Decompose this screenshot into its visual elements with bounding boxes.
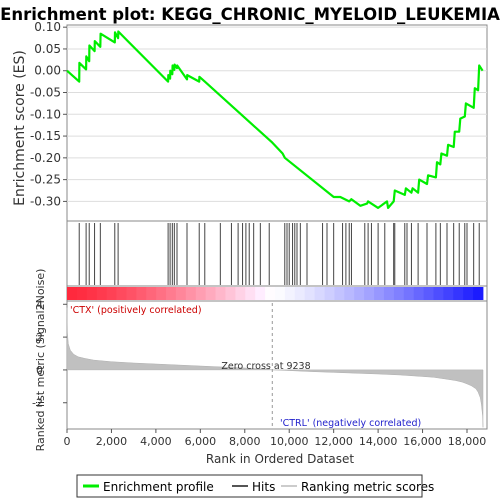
rank-color-segment xyxy=(463,287,474,300)
rank-color-segment xyxy=(334,287,345,300)
rank-color-segment xyxy=(146,287,157,300)
legend-enrichment-label: Enrichment profile xyxy=(103,480,214,494)
rank-color-segment xyxy=(76,287,88,300)
rank-color-segment xyxy=(393,287,405,300)
x-tick-label: 10,000 xyxy=(270,435,309,448)
x-tick-label: 16,000 xyxy=(403,435,442,448)
rank-color-segment xyxy=(403,287,415,300)
x-tick-label: 8,000 xyxy=(229,435,261,448)
es-y-tick-label: 0.05 xyxy=(34,42,61,56)
rank-color-segment xyxy=(245,287,256,300)
x-tick-label: 0 xyxy=(64,435,71,448)
hits-panel xyxy=(66,220,488,287)
zero-cross-label: Zero cross at 9238 xyxy=(221,361,310,372)
es-y-tick-label: -0.25 xyxy=(30,173,61,187)
rank-color-segment xyxy=(255,287,266,300)
rank-color-segment xyxy=(265,287,276,300)
rank-color-segment xyxy=(383,287,395,300)
rank-color-segment xyxy=(195,287,207,300)
es-y-tick-label: -0.10 xyxy=(30,107,61,121)
rank-color-segment xyxy=(225,287,236,300)
rank-color-segment xyxy=(443,287,454,300)
x-tick-label: 14,000 xyxy=(359,435,398,448)
x-tick-label: 12,000 xyxy=(314,435,353,448)
rank-color-segment xyxy=(275,287,286,300)
rank-color-segment xyxy=(67,287,78,300)
es-panel xyxy=(66,24,488,222)
rank-color-segment xyxy=(126,287,137,300)
rank-color-segment xyxy=(413,287,424,300)
es-y-axis-label: Enrichment score (ES) xyxy=(12,50,28,206)
chart-title: Enrichment plot: KEGG_CHRONIC_MYELOID_LE… xyxy=(0,5,500,24)
rank-color-segment xyxy=(116,287,127,300)
rank-color-segment xyxy=(364,287,375,300)
rank-color-segment xyxy=(106,287,117,300)
metric-y-axis-label: Ranked list metric (Signal2Noise) xyxy=(34,269,47,452)
x-axis-label: Rank in Ordered Dataset xyxy=(206,452,354,466)
es-y-tick-label: -0.05 xyxy=(30,86,61,100)
x-tick-label: 6,000 xyxy=(185,435,217,448)
metric-y-tick-label: 2 xyxy=(36,331,43,344)
neg-correlated-label: 'CTRL' (negatively correlated) xyxy=(280,418,421,429)
rank-color-segment xyxy=(423,287,434,300)
x-tick-label: 4,000 xyxy=(140,435,172,448)
rank-color-segment xyxy=(86,287,98,300)
rank-color-segment xyxy=(324,287,335,300)
es-y-tick-label: 0.10 xyxy=(34,20,61,34)
rank-color-segment xyxy=(354,287,365,300)
legend-ranking-label: Ranking metric scores xyxy=(301,480,434,494)
rank-color-segment xyxy=(215,287,226,300)
rank-color-segment xyxy=(185,287,197,300)
rank-color-segment xyxy=(344,287,355,300)
rank-color-segment xyxy=(96,287,108,300)
legend-hits-label: Hits xyxy=(252,480,275,494)
rank-color-segment xyxy=(314,287,325,300)
legend-box xyxy=(76,474,423,498)
rank-color-segment xyxy=(136,287,147,300)
x-tick-label: 2,000 xyxy=(96,435,128,448)
rank-color-segment xyxy=(166,287,177,300)
rank-color-segment xyxy=(453,287,464,300)
es-y-tick-label: -0.30 xyxy=(30,194,61,208)
es-y-tick-label: -0.15 xyxy=(30,129,61,143)
rank-color-segment xyxy=(433,287,444,300)
rank-color-segment xyxy=(284,287,296,300)
rank-color-segment xyxy=(156,287,167,300)
metric-y-tick-label: 0 xyxy=(36,364,43,377)
es-y-tick-label: 0.00 xyxy=(34,64,61,78)
es-y-tick-label: -0.20 xyxy=(30,151,61,165)
rank-color-segment xyxy=(473,287,484,300)
rank-color-segment xyxy=(374,287,385,300)
enrichment-profile-line xyxy=(66,30,484,209)
rank-color-segment xyxy=(235,287,246,300)
ranking-metric-area xyxy=(66,307,484,428)
x-tick-label: 18,000 xyxy=(448,435,487,448)
pos-correlated-label: 'CTX' (positively correlated) xyxy=(70,305,202,316)
metric-y-tick-label: -2 xyxy=(32,397,43,410)
rank-color-segment xyxy=(205,287,216,300)
rank-color-segment xyxy=(304,287,316,300)
rank-color-segment xyxy=(175,287,187,300)
metric-y-tick-label: 4 xyxy=(36,298,43,311)
rank-color-segment xyxy=(294,287,306,300)
